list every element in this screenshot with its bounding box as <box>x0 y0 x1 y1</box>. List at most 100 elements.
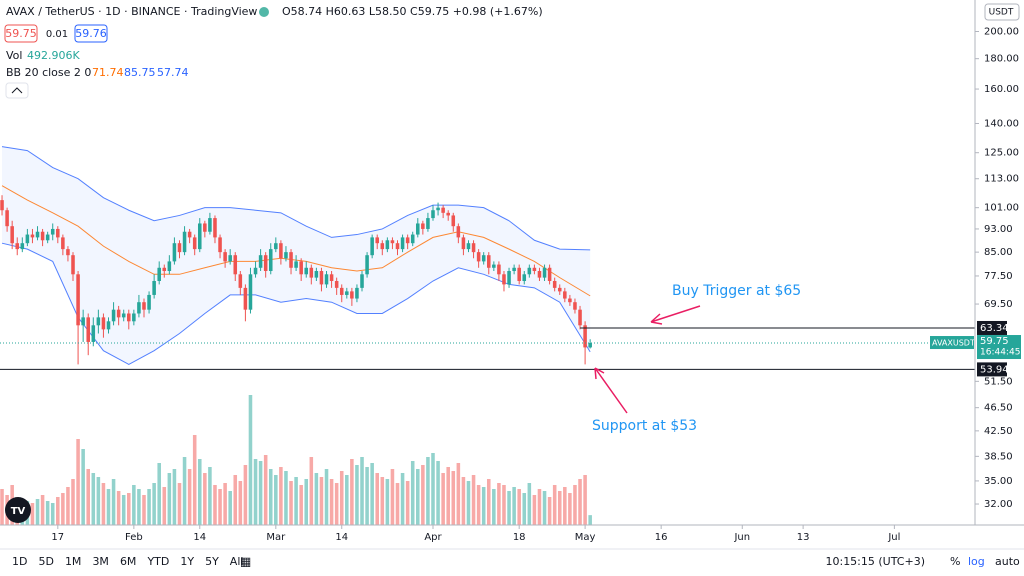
volume-bar <box>542 491 547 525</box>
volume-bar <box>35 499 40 525</box>
volume-bar <box>547 497 552 525</box>
candle-body <box>45 234 50 241</box>
volume-bar <box>410 461 415 525</box>
range-button[interactable]: 5Y <box>205 555 219 568</box>
y-tick-label: 35.00 <box>984 476 1013 487</box>
candle-body <box>10 226 14 244</box>
candle-body <box>213 218 217 238</box>
candle-body <box>116 309 121 318</box>
bid-badge[interactable] <box>4 24 38 43</box>
candle-body <box>40 231 45 241</box>
candle-body <box>573 302 577 310</box>
volume-bar <box>552 485 557 525</box>
candle-body <box>157 267 161 281</box>
collapse-icon <box>11 87 23 94</box>
range-button[interactable]: 1Y <box>180 555 194 568</box>
candle-body <box>137 302 141 314</box>
y-tick-label: 101.00 <box>984 203 1019 214</box>
candle-body <box>355 287 359 299</box>
volume-bar <box>537 489 542 525</box>
ask-price: 59.76 <box>75 27 107 40</box>
volume-bar <box>96 477 101 525</box>
currency-button[interactable] <box>984 3 1020 21</box>
candle-body <box>446 212 450 216</box>
candle-body <box>0 200 4 211</box>
candle-body <box>268 249 273 272</box>
candle-body <box>167 261 172 272</box>
volume-bar <box>436 461 440 525</box>
candle-body <box>360 274 364 288</box>
candle-body <box>15 243 20 250</box>
scale-option[interactable]: log <box>968 555 985 568</box>
y-tick-label: 180.00 <box>984 54 1019 65</box>
annotation-support: Support at $53 <box>592 418 697 434</box>
tradingview-logo[interactable] <box>5 497 31 523</box>
candle-body <box>583 325 587 348</box>
candle-body <box>532 267 537 272</box>
symbol-title: AVAX / TetherUS · 1D · BINANCE · Trading… <box>6 5 257 18</box>
volume-bar <box>502 485 506 525</box>
volume-bar <box>289 481 293 525</box>
candle-body <box>197 223 202 250</box>
volume-bar <box>127 493 131 525</box>
volume-bar <box>238 481 243 525</box>
volume-bar <box>568 493 572 525</box>
volume-bar <box>81 449 85 525</box>
range-button[interactable]: 5D <box>38 555 53 568</box>
candle-body <box>441 207 445 213</box>
scale-option[interactable]: % <box>950 555 960 568</box>
candle-body <box>431 210 435 219</box>
range-button[interactable]: YTD <box>146 555 169 568</box>
volume-bar <box>167 473 172 525</box>
volume-bar <box>486 479 491 525</box>
volume-bar <box>329 479 334 525</box>
volume-bar <box>142 495 146 525</box>
volume-bar <box>507 491 511 525</box>
candle-body <box>350 291 354 299</box>
candle-body <box>182 231 187 253</box>
candle-body <box>466 243 471 250</box>
candle-body <box>172 243 177 262</box>
current-price-badge <box>977 335 1021 360</box>
volume-bar <box>390 469 395 525</box>
countdown: 16:44:45 <box>980 348 1020 358</box>
collapse-legend-button[interactable] <box>5 82 29 99</box>
candle-body <box>410 234 415 244</box>
range-button[interactable]: 3M <box>92 555 109 568</box>
candle-body <box>192 237 197 250</box>
range-button[interactable]: 1D <box>12 555 27 568</box>
volume-bar <box>274 475 278 525</box>
range-button[interactable]: 6M <box>120 555 137 568</box>
volume-bar <box>588 515 592 525</box>
volume-bar <box>522 493 527 525</box>
candle-body <box>522 274 527 281</box>
candle-body <box>30 234 35 238</box>
candle-body <box>400 237 405 250</box>
ask-badge[interactable] <box>74 24 108 43</box>
range-button[interactable]: 1M <box>65 555 82 568</box>
current-price-label: 59.75 <box>980 336 1009 347</box>
candle-body <box>461 237 466 250</box>
y-tick-label: 125.00 <box>984 148 1019 159</box>
volume-bar <box>334 483 339 525</box>
date-range-icon[interactable]: ▦ <box>240 555 251 569</box>
scale-option[interactable]: auto <box>995 555 1020 568</box>
volume-bar <box>121 495 126 525</box>
volume-bar <box>319 477 324 525</box>
candle-body <box>527 267 532 275</box>
volume-bar <box>182 457 187 525</box>
x-tick-label: Jun <box>733 532 750 543</box>
candle-body <box>552 280 557 288</box>
volume-bar <box>456 463 461 525</box>
candle-body <box>456 226 461 238</box>
y-tick-label: 42.50 <box>984 426 1013 437</box>
x-tick-label: 14 <box>193 532 206 543</box>
annotation-buy-trigger: Buy Trigger at $65 <box>672 283 801 299</box>
volume-bar <box>400 473 405 525</box>
range-button[interactable]: All <box>230 555 244 568</box>
volume-bar <box>279 467 283 525</box>
candle-body <box>507 271 511 285</box>
price-line-label: 53.94 <box>980 364 1009 375</box>
clock: 10:15:15 (UTC+3) <box>825 555 925 568</box>
